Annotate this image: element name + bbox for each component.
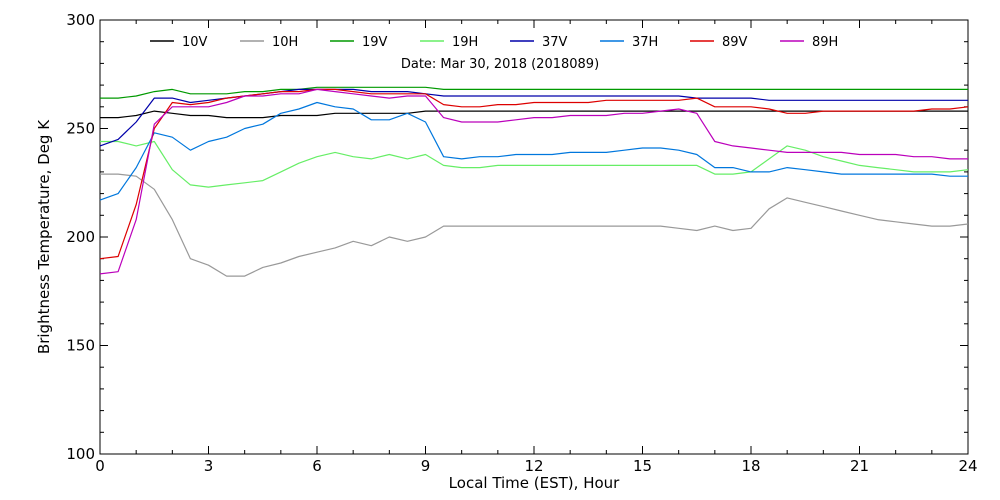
y-tick-label: 100 [66,445,95,463]
series-line-19h [100,140,969,188]
legend-label-19v: 19V [362,35,388,50]
series-line-10h [100,173,969,277]
series-line-10v [100,110,968,119]
x-tick-label: 15 [633,457,652,475]
x-tick-label: 18 [741,457,760,475]
date-annotation: Date: Mar 30, 2018 (2018089) [401,57,599,72]
series-lines [99,86,969,277]
x-tick-label: 3 [204,457,214,475]
series-line-37h [99,101,968,201]
x-tick-label: 12 [524,457,543,475]
legend-label-37h: 37H [632,35,658,50]
legend-label-10h: 10H [272,35,298,50]
y-axis-title: Brightness Temperature, Deg K [35,119,53,354]
legend-label-10v: 10V [182,35,208,50]
x-axis-title: Local Time (EST), Hour [449,474,620,492]
x-tick-label: 9 [421,457,431,475]
legend-label-89v: 89V [722,35,748,50]
plot-frame [99,19,969,455]
series-line-89h [99,88,968,275]
x-tick-label: 21 [850,457,869,475]
y-tick-label: 150 [66,337,95,355]
x-tick-label: 24 [958,457,977,475]
y-tick-label: 300 [66,11,95,29]
legend-label-19h: 19H [452,35,478,50]
legend-label-89h: 89H [812,35,838,50]
y-tick-label: 200 [66,228,95,246]
series-line-19v [100,86,968,99]
legend-label-37v: 37V [542,35,568,50]
x-tick-label: 0 [95,457,105,475]
y-tick-label: 250 [66,120,95,138]
x-axis-ticks: 0 3 6 9 12 15 18 21 24 [95,20,978,475]
legend: 10V 10H 19V 19H 37V 37H 89V 89H [150,35,838,50]
y-axis-ticks: 100 150 200 250 300 [66,11,968,463]
x-tick-label: 6 [312,457,322,475]
